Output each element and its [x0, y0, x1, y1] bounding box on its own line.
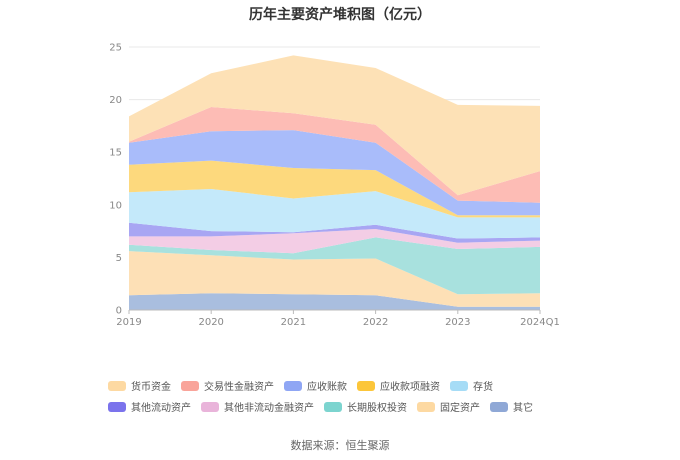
legend-swatch — [108, 402, 126, 412]
legend-item[interactable]: 交易性金融资产 — [181, 378, 274, 393]
x-tick-label: 2019 — [116, 317, 141, 328]
legend-swatch — [324, 402, 342, 412]
legend-item[interactable]: 固定资产 — [417, 399, 480, 414]
legend-swatch — [417, 402, 435, 412]
area-series-长期股权投资 — [129, 237, 540, 295]
area-series-应收账款 — [129, 130, 540, 216]
legend-item[interactable]: 其他流动资产 — [108, 399, 191, 414]
legend-swatch — [201, 402, 219, 412]
x-tick-label: 2022 — [363, 317, 388, 328]
area-series-其它 — [129, 293, 540, 310]
legend-label: 其他流动资产 — [131, 403, 191, 414]
area-series-其他流动资产 — [129, 222, 540, 243]
legend-swatch — [181, 381, 199, 391]
legend-swatch — [490, 402, 508, 412]
y-tick-label: 10 — [109, 200, 122, 211]
y-tick-label: 15 — [109, 148, 122, 159]
stacked-area-chart: 0 5 10 15 20 25 2019 2020 2021 2022 2023 2024Q1 — [109, 43, 560, 329]
x-tick-label: 2023 — [445, 317, 470, 328]
legend-label: 交易性金融资产 — [204, 382, 274, 393]
legend-label: 存货 — [473, 382, 493, 393]
legend-swatch — [284, 381, 302, 391]
legend-swatch — [450, 381, 468, 391]
x-tick-label: 2020 — [198, 317, 223, 328]
legend-label: 长期股权投资 — [347, 403, 407, 414]
source-note: 数据来源：恒生聚源 — [290, 439, 390, 452]
legend-item[interactable]: 货币资金 — [108, 378, 171, 393]
x-tick-label: 2024Q1 — [520, 317, 560, 328]
legend-item[interactable]: 存货 — [450, 378, 493, 393]
y-tick-label: 25 — [109, 43, 122, 54]
legend-label: 固定资产 — [440, 403, 480, 414]
legend-label: 货币资金 — [131, 382, 171, 393]
area-series-应收款项融资 — [129, 160, 540, 218]
y-tick-label: 5 — [116, 253, 122, 264]
legend-item[interactable]: 应收账款 — [284, 378, 347, 393]
legend-label: 应收账款 — [307, 382, 347, 393]
area-series-交易性金融资产 — [129, 107, 540, 203]
axes: 0 5 10 15 20 25 2019 2020 2021 2022 2023 2024Q1 — [109, 43, 560, 329]
area-series-存货 — [129, 189, 540, 239]
legend-item[interactable]: 其他非流动金融资产 — [201, 399, 314, 414]
legend-swatch — [108, 381, 126, 391]
y-tick-label: 20 — [109, 95, 122, 106]
legend-item[interactable]: 其它 — [490, 399, 533, 414]
legend-item[interactable]: 长期股权投资 — [324, 399, 407, 414]
legend-item[interactable]: 应收款项融资 — [357, 378, 440, 393]
legend: 货币资金 交易性金融资产 应收账款 应收款项融资 存货其他流动资产 其他非流动金融资产 长期… — [108, 378, 588, 420]
legend-label: 其它 — [513, 403, 533, 414]
area-series-其他非流动金融资产 — [129, 229, 540, 254]
chart-title: 历年主要资产堆积图（亿元） — [249, 7, 431, 23]
legend-label: 应收款项融资 — [380, 382, 440, 393]
area-series-货币资金 — [129, 55, 540, 196]
legend-swatch — [357, 381, 375, 391]
area-series-固定资产 — [129, 251, 540, 307]
y-tick-label: 0 — [116, 306, 122, 317]
area-series-group — [129, 55, 540, 310]
x-tick-label: 2021 — [281, 317, 306, 328]
legend-label: 其他非流动金融资产 — [224, 403, 314, 414]
